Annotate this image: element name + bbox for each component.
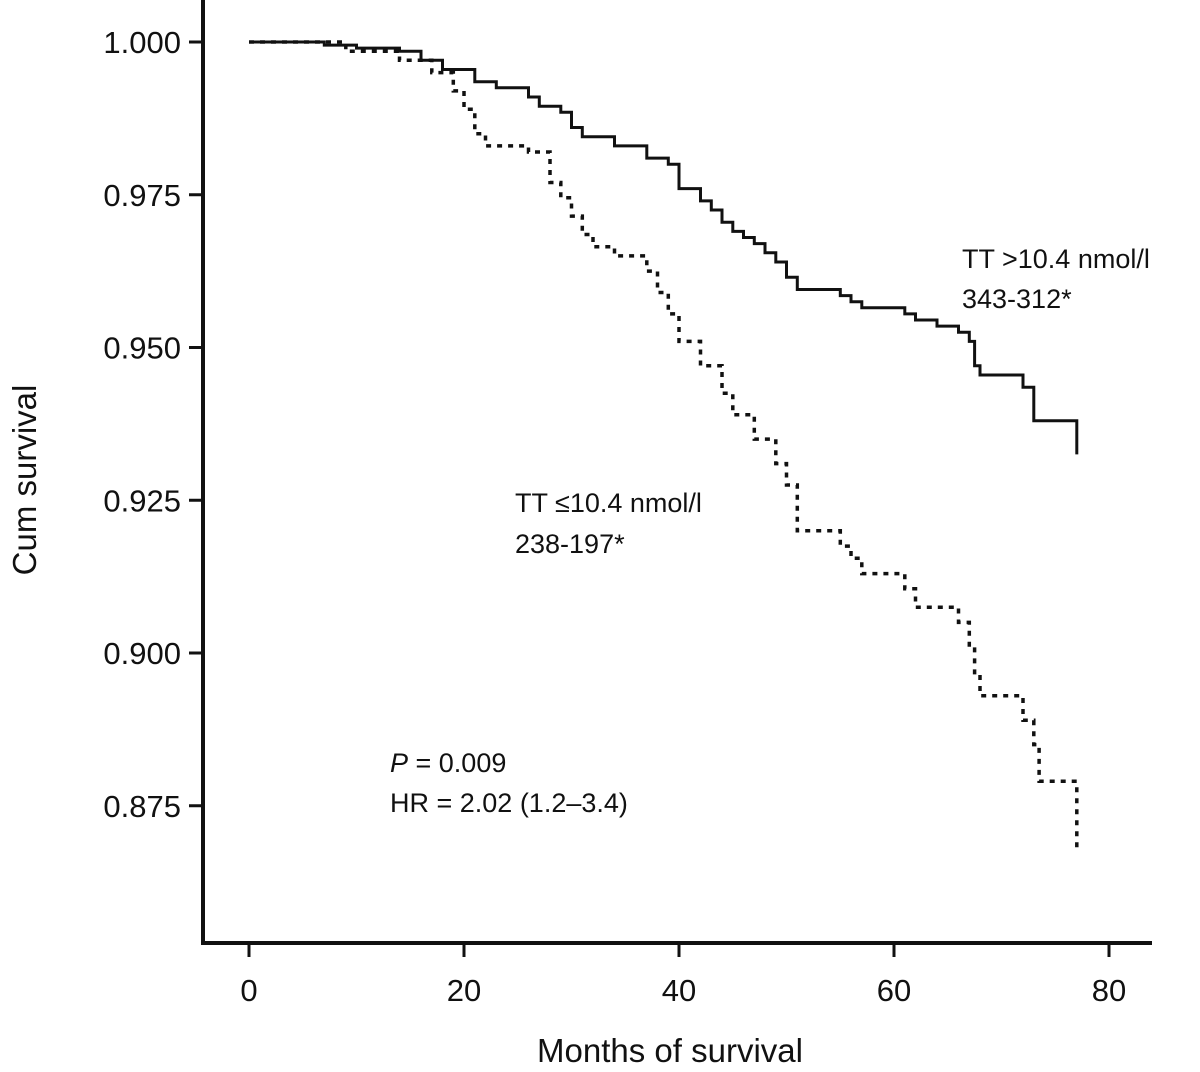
axes bbox=[201, 0, 1152, 945]
high-group-label: TT >10.4 nmol/l bbox=[962, 244, 1150, 274]
series-line-high-tt bbox=[249, 40, 1079, 455]
x-tick-label: 60 bbox=[877, 973, 911, 1008]
y-tick-label: 1.000 bbox=[103, 25, 181, 60]
p-symbol: P bbox=[390, 748, 408, 778]
y-tick-label: 0.975 bbox=[103, 178, 181, 213]
low-group-label: TT ≤10.4 nmol/l bbox=[515, 488, 702, 518]
p-value: = 0.009 bbox=[408, 748, 506, 778]
y-tick-label: 0.950 bbox=[103, 331, 181, 366]
x-axis-title: Months of survival bbox=[537, 1032, 803, 1069]
y-axis-title: Cum survival bbox=[6, 385, 43, 576]
hazard-ratio-annotation: HR = 2.02 (1.2–3.4) bbox=[390, 788, 628, 818]
ticks: 1.000 0.975 0.950 0.925 0.900 0.875 0 20 40 60 80 bbox=[103, 25, 1126, 1008]
x-tick-label: 0 bbox=[240, 973, 257, 1008]
y-tick-label: 0.900 bbox=[103, 636, 181, 671]
x-tick-label: 80 bbox=[1092, 973, 1126, 1008]
p-value-annotation: P = 0.009 bbox=[390, 748, 506, 778]
series-layer bbox=[249, 40, 1079, 852]
y-tick-label: 0.875 bbox=[103, 789, 181, 824]
high-group-count: 343-312* bbox=[962, 284, 1072, 314]
x-tick-label: 40 bbox=[662, 973, 696, 1008]
series-line-low-tt bbox=[249, 40, 1079, 852]
y-tick-label: 0.925 bbox=[103, 483, 181, 518]
low-group-count: 238-197* bbox=[515, 529, 625, 559]
x-tick-label: 20 bbox=[447, 973, 481, 1008]
